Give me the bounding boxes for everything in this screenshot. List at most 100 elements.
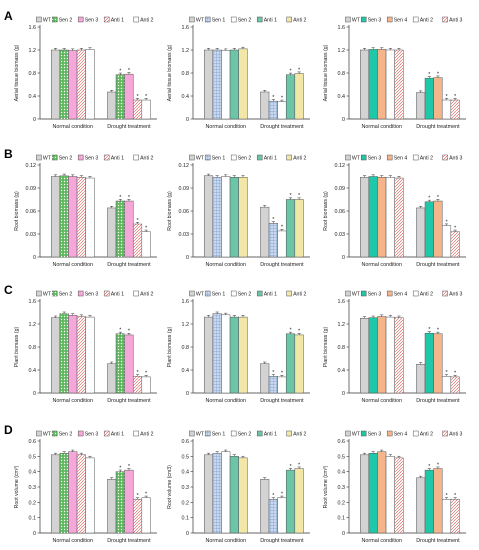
significance-star: * [272, 217, 275, 223]
bar [294, 73, 304, 120]
legend-swatch [189, 16, 195, 23]
bar [107, 479, 117, 534]
legend-label: Sen 2 [59, 156, 73, 162]
bar [229, 49, 239, 120]
bar [441, 499, 452, 534]
legend-swatch [386, 430, 393, 437]
significance-star: * [119, 465, 122, 471]
legend-label: Sen 4 [394, 292, 408, 298]
y-tick-label: 1.6 [338, 25, 346, 31]
significance-star: * [281, 95, 284, 101]
legend-label: WT [43, 432, 52, 438]
bar [360, 454, 370, 534]
y-tick-label: 0.4 [29, 94, 37, 100]
bar-pattern [394, 457, 404, 533]
legend-label: Sen 4 [394, 156, 408, 162]
legend-label: Sen 2 [59, 292, 73, 298]
bar [294, 468, 304, 534]
legend-swatch-pattern [104, 155, 110, 160]
bar [360, 49, 370, 120]
legend: WT Sen 2 Sen 3 Anti 1 Anti 2 [36, 16, 153, 24]
bar-pattern [59, 313, 69, 393]
bar [238, 457, 248, 534]
legend: WT Sen 1 Sen 2 Anti 1 Anti 2 [189, 154, 306, 162]
y-tick-label: 0.03 [335, 232, 346, 238]
legend-swatch [412, 16, 419, 23]
y-axis-label: Root volume (cm3) [167, 465, 173, 509]
legend-swatch [230, 290, 237, 297]
bar [51, 317, 61, 394]
legend-label: WT [43, 156, 52, 162]
y-tick-label: 0.06 [335, 209, 346, 215]
bar [377, 177, 387, 258]
y-tick-label: 0 [33, 391, 36, 397]
legend-label: WT [352, 292, 361, 298]
bar [141, 376, 151, 394]
bar-pattern [212, 50, 222, 119]
bar [441, 225, 452, 258]
y-tick-label: 0.4 [182, 470, 190, 476]
y-tick-label: 0.2 [182, 500, 190, 506]
legend-label: WT [43, 18, 52, 24]
y-tick-label: 1.6 [338, 299, 346, 305]
legend-label: Sen 2 [238, 18, 252, 24]
significance-star: * [428, 327, 431, 333]
legend-label: Sen 1 [212, 432, 226, 438]
legend-label: Anti 2 [293, 18, 306, 24]
bar [285, 469, 296, 534]
bar-pattern [212, 313, 222, 393]
x-category-label: Drought treatment [107, 398, 151, 404]
legend-swatch [345, 16, 351, 23]
y-tick-label: 0.8 [29, 71, 37, 77]
x-category-label: Normal condition [53, 398, 93, 404]
legend-swatch [360, 290, 367, 297]
bar [229, 177, 239, 258]
chart-panel: A WT Sen 2 Sen 3 Anti 1 Anti 2 0 0.4 0.8 1.2 1.6 Ae… [4, 9, 157, 130]
legend-swatch [36, 430, 42, 437]
bar [368, 317, 378, 394]
y-axis-label: Root biomass (g) [323, 191, 329, 231]
y-tick-label: 0 [186, 255, 189, 261]
significance-star: * [298, 462, 301, 468]
legend-swatch [230, 16, 237, 23]
bar [424, 77, 434, 120]
y-axis-label: Root volume (cm³) [323, 465, 329, 508]
bar [51, 49, 61, 120]
bar [377, 49, 387, 120]
legend-label: Anti 1 [264, 156, 277, 162]
bar [277, 230, 287, 258]
bar [85, 316, 95, 394]
legend-swatch-pattern [442, 431, 448, 436]
y-tick-label: 0.4 [182, 94, 190, 100]
legend-label: Sen 2 [59, 432, 73, 438]
bar-pattern [77, 50, 86, 119]
legend: WT Sen 3 Sen 4 Anti 2 Anti 3 [345, 154, 462, 162]
panel-letter: D [4, 423, 13, 437]
legend-label: Anti 1 [111, 432, 124, 438]
legend-swatch [256, 430, 263, 437]
bar-pattern [133, 499, 142, 533]
bar [416, 364, 426, 394]
bar [260, 363, 270, 394]
significance-star: * [289, 464, 292, 470]
y-tick-label: 0 [342, 391, 345, 397]
legend-swatch [189, 290, 195, 297]
significance-star: * [119, 195, 122, 201]
chart-panel: WT Sen 3 Sen 4 Anti 2 Anti 3 0 0.1 0.2 0.3 0.4 0.5… [323, 430, 466, 544]
bar [424, 469, 434, 534]
significance-star: * [428, 196, 431, 202]
legend-swatch [412, 154, 419, 161]
y-tick-label: 1.2 [338, 322, 346, 328]
legend-swatch [345, 290, 351, 297]
significance-star: * [136, 94, 139, 100]
y-tick-label: 0.3 [182, 485, 190, 491]
bar [360, 318, 370, 394]
bar [433, 468, 443, 534]
significance-star: * [437, 328, 440, 334]
significance-star: * [428, 464, 431, 470]
bar [260, 206, 270, 258]
significance-star: * [136, 370, 139, 376]
significance-star: * [136, 493, 139, 499]
x-category-label: Drought treatment [107, 124, 151, 130]
y-axis-label: Aerial tissue biomass (g) [323, 44, 329, 101]
